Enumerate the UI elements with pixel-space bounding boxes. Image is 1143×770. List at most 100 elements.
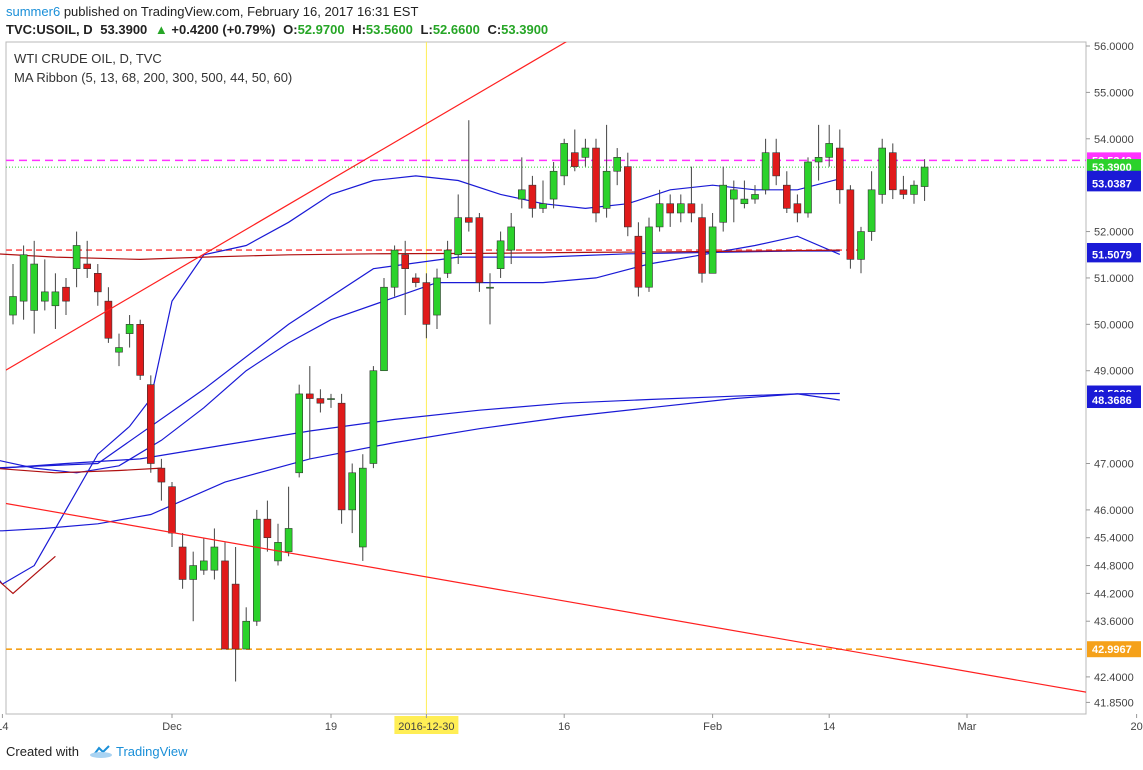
candle-body [549, 170, 558, 200]
moving-average-line [0, 235, 841, 474]
candle [305, 366, 314, 459]
candle [613, 148, 622, 186]
high-value: 53.5600 [365, 22, 413, 37]
candle-body [327, 398, 335, 400]
candle [464, 120, 473, 232]
candle [295, 384, 304, 478]
candle-body [40, 291, 49, 302]
candle-body [655, 203, 664, 228]
price-label-text: 51.5079 [1092, 249, 1132, 261]
candle [178, 533, 187, 589]
candle [570, 129, 579, 172]
candle-body [581, 147, 590, 158]
candle-body [125, 324, 134, 334]
candle [539, 180, 547, 213]
author-link[interactable]: summer6 [6, 4, 61, 19]
candle [369, 366, 378, 469]
candle-body [496, 240, 505, 269]
candle-body [348, 472, 357, 511]
candle-body [687, 203, 696, 214]
footer: Created with TradingView [6, 744, 188, 761]
candle-body [517, 189, 526, 200]
candle-body [51, 291, 60, 307]
candle [210, 528, 219, 580]
candle [30, 240, 39, 334]
candle [189, 551, 197, 622]
tradingview-brand-link[interactable]: TradingView [116, 744, 188, 759]
candle [125, 315, 134, 348]
candle-body [168, 486, 176, 534]
price-tick-label: 52.0000 [1094, 227, 1134, 239]
candle-body [337, 402, 346, 511]
price-chart[interactable]: 56.0000 55.0000 54.0000 52.0000 51.0000 50.00… [0, 0, 1143, 740]
price-tick-label: 42.4000 [1094, 672, 1134, 684]
candle [793, 194, 802, 223]
open-label: O: [283, 22, 298, 37]
price-label-text: 42.9967 [1092, 644, 1132, 656]
candle [888, 143, 897, 200]
moving-average-line [0, 392, 840, 532]
candle-body [825, 143, 834, 158]
time-tick-label: 16 [558, 721, 570, 733]
candle [475, 213, 484, 292]
candle [221, 542, 229, 650]
candle-body [316, 398, 325, 404]
time-tick-label: 2016-12-30 [398, 721, 454, 733]
candle-body [761, 152, 770, 191]
candle [263, 500, 272, 552]
candle [380, 277, 388, 372]
time-tick-label: 20 [1130, 721, 1142, 733]
candle-body [751, 194, 759, 200]
price-tick-label: 54.0000 [1094, 134, 1134, 146]
trendline [6, 502, 1086, 693]
candle-body [422, 282, 431, 325]
price-label-badge [1087, 392, 1141, 409]
candle [835, 129, 844, 204]
candle [857, 226, 865, 274]
price-tick-label: 44.2000 [1094, 588, 1134, 600]
candle [327, 393, 335, 408]
candle [698, 203, 706, 283]
candle-body [740, 198, 749, 205]
candle-body [231, 583, 240, 650]
candle-body [454, 217, 463, 256]
moving-average-line [0, 467, 162, 474]
candle [666, 194, 675, 227]
price-tick-label: 47.0000 [1094, 459, 1134, 471]
candle-body [539, 203, 547, 209]
candle [708, 213, 717, 274]
candle-body [676, 203, 685, 214]
candle [507, 213, 516, 265]
candle-body [729, 189, 738, 200]
candle-body [592, 147, 600, 214]
chart-frame [5, 41, 1087, 715]
candle-body [899, 189, 908, 195]
candle [910, 180, 918, 204]
candle [623, 152, 632, 237]
candle [358, 454, 367, 561]
candle [411, 273, 420, 288]
candle-body [910, 184, 918, 195]
low-value: 52.6600 [432, 22, 480, 37]
published-text: published on TradingView.com, February 1… [63, 4, 419, 19]
candle-body [814, 157, 823, 163]
candle [51, 273, 60, 329]
change-value: +0.4200 (+0.79%) [171, 22, 276, 37]
candle-body [719, 184, 728, 223]
candle [316, 389, 325, 413]
candle-body [83, 263, 91, 269]
candle-body [772, 152, 781, 177]
candle-body [443, 249, 452, 274]
candle [920, 159, 929, 201]
candle [676, 194, 685, 223]
legend-title: WTI CRUDE OIL, D, TVC [14, 51, 162, 66]
candle-body [857, 231, 865, 260]
candle [231, 547, 240, 682]
candle-body [284, 528, 293, 552]
price-tick-label: 56.0000 [1094, 41, 1134, 53]
candle-body [189, 565, 197, 580]
price-tick-label: 43.6000 [1094, 616, 1134, 628]
candle-body [623, 166, 632, 228]
candle [443, 240, 452, 278]
candle-body [115, 347, 123, 353]
